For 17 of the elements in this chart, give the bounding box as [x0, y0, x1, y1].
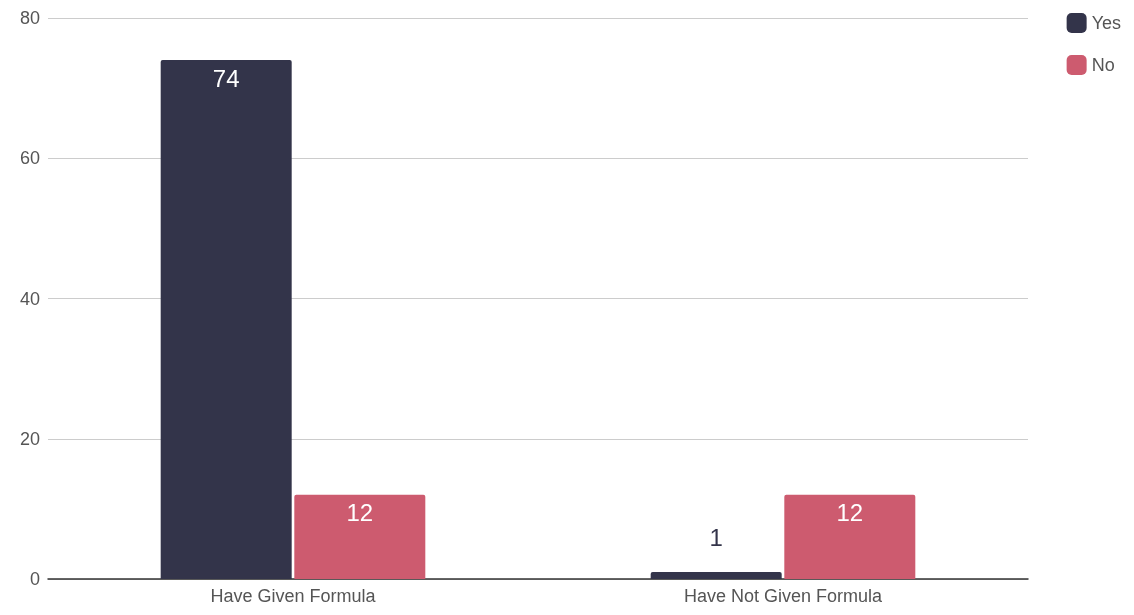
data-label: 12 — [836, 499, 864, 527]
bar — [160, 60, 292, 579]
y-tick-label: 0 — [29, 569, 40, 589]
x-tick-label: Have Not Given Formula — [683, 586, 884, 606]
y-tick-label: 40 — [19, 288, 40, 309]
bar — [294, 494, 426, 579]
data-label: 1 — [709, 524, 723, 552]
y-tick-label: 80 — [19, 8, 40, 28]
data-label: 12 — [346, 499, 374, 527]
legend-label: No — [1091, 55, 1115, 75]
y-tick-label: 20 — [19, 428, 40, 449]
bar — [650, 571, 782, 579]
y-tick-label: 60 — [19, 148, 40, 169]
legend-label: Yes — [1091, 13, 1122, 33]
x-tick-label: Have Given Formula — [210, 586, 377, 606]
data-label: 74 — [212, 64, 240, 92]
bar — [784, 494, 916, 579]
